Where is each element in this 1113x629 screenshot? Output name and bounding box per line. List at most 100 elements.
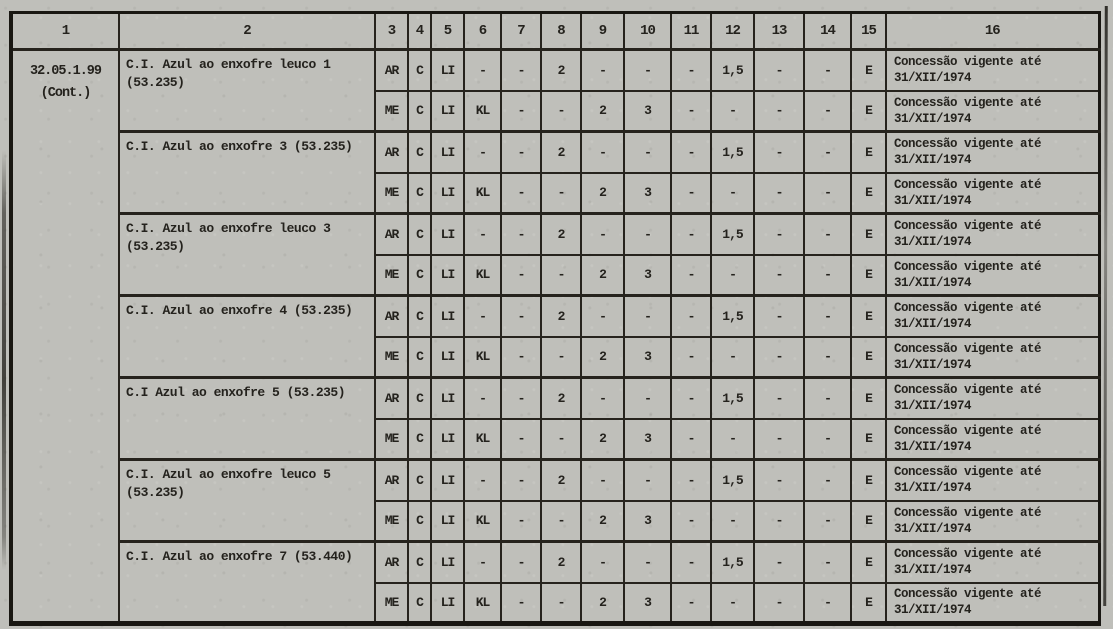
- value-cell: -: [463, 540, 502, 584]
- text-line: 31/XII/1974: [894, 111, 972, 126]
- text-line: Concessão vigente até: [894, 219, 1042, 233]
- value-cell: 3: [623, 89, 672, 133]
- value-cell: 2: [540, 294, 582, 338]
- table-row: C.I. Azul ao enxofre 7 (53.440) AR C LI - -2-…: [11, 540, 1100, 625]
- header-row: 1 2 3 4 5 6 7 8 9 10 11 12 13 14 15 16: [10, 11, 1100, 51]
- text-line: 31/XII/1974: [894, 603, 972, 618]
- value-cell: -: [670, 253, 712, 297]
- text-line: Concessão vigente até: [894, 547, 1042, 561]
- text-line: (53.235): [126, 484, 185, 500]
- value-cell: LI: [430, 130, 465, 174]
- observation-cell: Concessão vigente até 31/XII/1974: [885, 89, 1100, 133]
- value-cell: 1,5: [710, 376, 755, 420]
- value-cell: C: [407, 376, 432, 420]
- text-line: Concessão vigente até: [894, 587, 1042, 601]
- value-cell: -: [753, 376, 805, 420]
- text-line: Concessão vigente até: [894, 259, 1042, 274]
- value-cell: -: [803, 458, 852, 502]
- table-row: ME C LI KL - -2 3- - - - E Concessão vigente até 31/…: [11, 171, 1100, 215]
- text-line: Concessão vigente até: [894, 341, 1042, 356]
- value-cell: E: [850, 499, 887, 543]
- column-header-cell: 11: [670, 11, 712, 51]
- observation-cell: Concessão vigente até 31/XII/1974: [885, 130, 1100, 174]
- value-cell: C: [407, 540, 432, 584]
- text-line: 31/XII/1974: [894, 521, 972, 536]
- value-cell: C: [407, 458, 432, 502]
- value-cell: E: [850, 253, 887, 297]
- value-cell: -: [580, 130, 625, 174]
- value-cell: KL: [463, 499, 502, 543]
- text-line: C.I. Azul ao enxofre 3 (53.235): [126, 139, 353, 154]
- value-cell: -: [500, 48, 542, 92]
- value-cell: 3: [623, 581, 672, 625]
- product-name-cell: C.I. Azul ao enxofre leuco 3 (53.235): [118, 212, 376, 297]
- value-cell: -: [803, 89, 852, 133]
- observation-cell: Concessão vigente até 31/XII/1974: [885, 294, 1100, 338]
- value-cell: -: [710, 581, 755, 625]
- value-cell: -: [623, 130, 672, 174]
- table-row: 32.05.1.99 (Cont.) C.I. Azul ao enxofre le…: [10, 48, 1100, 625]
- value-cell: -: [500, 376, 542, 420]
- value-cell: -: [580, 212, 625, 256]
- column-header-cell: 15: [850, 11, 887, 51]
- text-line: 31/XII/1974: [894, 481, 972, 496]
- value-cell: -: [463, 294, 502, 338]
- value-cell: C: [407, 581, 432, 625]
- value-cell: -: [623, 48, 672, 92]
- text-line: Concessão vigente até: [894, 177, 1042, 192]
- value-cell: -: [803, 171, 852, 215]
- value-cell: -: [463, 48, 502, 92]
- value-cell: -: [710, 417, 755, 461]
- value-cell: -: [540, 335, 582, 379]
- value-cell: 3: [623, 499, 672, 543]
- value-cell: -: [540, 253, 582, 297]
- value-cell: LI: [430, 417, 465, 461]
- value-cell: E: [850, 48, 887, 92]
- value-cell: -: [753, 335, 805, 379]
- value-cell: E: [850, 89, 887, 133]
- value-cell: -: [580, 294, 625, 338]
- value-cell: AR: [374, 48, 409, 92]
- table-row: ME C LI KL - -2 3- - - - E Concessão vigente até 31/…: [11, 417, 1100, 461]
- value-cell: -: [670, 458, 712, 502]
- value-cell: -: [500, 294, 542, 338]
- value-cell: -: [803, 294, 852, 338]
- value-cell: -: [623, 458, 672, 502]
- value-cell: -: [710, 171, 755, 215]
- text-line: C.I. Azul ao enxofre leuco 3: [126, 221, 331, 236]
- value-cell: LI: [430, 212, 465, 256]
- value-cell: 3: [623, 171, 672, 215]
- observation-cell: Concessão vigente até 31/XII/1974: [885, 417, 1100, 461]
- value-cell: E: [850, 417, 887, 461]
- value-cell: -: [803, 212, 852, 256]
- value-cell: 2: [540, 540, 582, 584]
- table-row: C.I Azul ao enxofre 5 (53.235) AR C LI - -2- -…: [11, 376, 1100, 461]
- value-cell: E: [850, 212, 887, 256]
- value-cell: C: [407, 417, 432, 461]
- column-header-cell: 8: [540, 11, 582, 51]
- value-cell: C: [407, 130, 432, 174]
- value-cell: ME: [374, 581, 409, 625]
- value-cell: LI: [430, 171, 465, 215]
- value-cell: -: [540, 89, 582, 133]
- value-cell: -: [803, 130, 852, 174]
- value-cell: AR: [374, 294, 409, 338]
- value-cell: -: [803, 499, 852, 543]
- value-cell: -: [670, 48, 712, 92]
- value-cell: KL: [463, 89, 502, 133]
- table-row: ME C LI KL - -2 3- - - - E Concessão vigente até 31/…: [11, 581, 1100, 625]
- text-line: C.I Azul ao enxofre 5 (53.235): [126, 385, 346, 400]
- text-line: Concessão vigente até: [894, 423, 1042, 438]
- observation-cell: Concessão vigente até 31/XII/1974: [885, 376, 1100, 420]
- value-cell: -: [670, 212, 712, 256]
- column-header-cell: 12: [710, 11, 755, 51]
- value-cell: -: [580, 458, 625, 502]
- value-cell: -: [753, 581, 805, 625]
- value-cell: -: [500, 171, 542, 215]
- value-cell: -: [670, 89, 712, 133]
- value-cell: -: [670, 130, 712, 174]
- value-cell: AR: [374, 458, 409, 502]
- value-cell: 3: [623, 335, 672, 379]
- value-cell: LI: [430, 376, 465, 420]
- value-cell: ME: [374, 171, 409, 215]
